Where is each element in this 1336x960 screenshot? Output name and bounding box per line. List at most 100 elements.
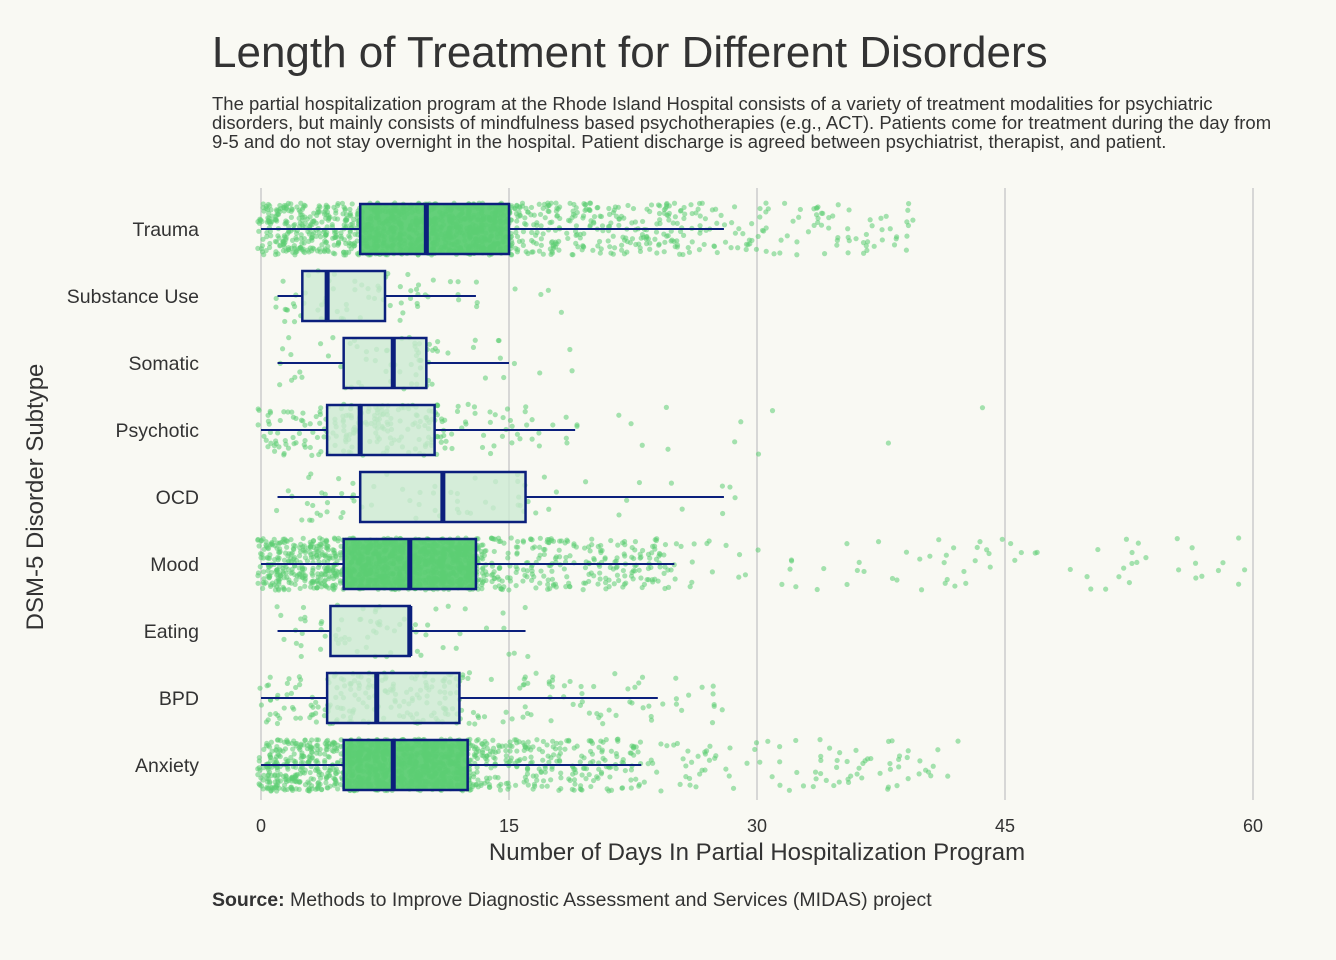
jitter-point: [520, 682, 526, 688]
jitter-point: [649, 577, 655, 583]
jitter-point: [763, 200, 769, 206]
jitter-point: [472, 721, 478, 727]
jitter-point: [793, 737, 799, 744]
jitter-point: [668, 567, 674, 573]
jitter-point: [277, 242, 283, 248]
jitter-point: [664, 743, 670, 749]
jitter-point: [574, 231, 580, 238]
jitter-point: [749, 237, 755, 244]
jitter-point: [398, 300, 404, 306]
jitter-point: [556, 538, 563, 544]
jitter-point: [282, 438, 288, 444]
jitter-point: [693, 210, 699, 216]
jitter-point: [300, 410, 306, 416]
jitter-point: [319, 219, 325, 225]
jitter-point: [567, 678, 573, 685]
jitter-point: [834, 764, 840, 770]
jitter-point: [506, 587, 512, 593]
jitter-point: [338, 230, 344, 236]
jitter-point: [598, 542, 604, 549]
jitter-point: [788, 558, 795, 564]
jitter-point: [654, 250, 660, 256]
jitter-point: [596, 744, 602, 750]
jitter-point: [558, 775, 564, 781]
jitter-point: [1012, 557, 1018, 563]
jitter-point: [541, 573, 547, 579]
jitter-point: [864, 247, 870, 254]
jitter-point: [305, 228, 311, 235]
jitter-point: [513, 229, 519, 236]
jitter-point: [845, 779, 852, 786]
jitter-point: [616, 412, 622, 418]
jitter-point: [630, 576, 636, 582]
jitter-point: [590, 247, 596, 253]
jitter-point: [539, 783, 545, 789]
jitter-point: [1129, 549, 1135, 556]
jitter-point: [613, 213, 620, 219]
jitter-point: [268, 207, 274, 213]
jitter-point: [740, 231, 746, 237]
jitter-point: [273, 747, 279, 753]
jitter-point: [779, 581, 785, 587]
jitter-point: [285, 559, 291, 565]
jitter-point: [481, 714, 488, 720]
jitter-point: [298, 236, 304, 242]
jitter-point: [293, 249, 299, 255]
jitter-point: [317, 420, 323, 426]
jitter-point: [639, 584, 645, 591]
jitter-point: [777, 759, 783, 765]
jitter-point: [731, 204, 738, 210]
jitter-point: [891, 242, 898, 248]
jitter-point: [697, 771, 703, 777]
jitter-point: [257, 685, 263, 691]
jitter-point: [547, 220, 553, 226]
jitter-point: [507, 739, 513, 745]
jitter-point: [645, 577, 652, 583]
jitter-point: [623, 580, 629, 586]
jitter-point: [318, 787, 325, 793]
jitter-point: [544, 742, 550, 748]
jitter-point: [887, 766, 893, 772]
jitter-point: [265, 217, 271, 224]
jitter-point: [612, 245, 618, 251]
jitter-point: [286, 676, 292, 682]
jitter-point: [336, 476, 342, 482]
jitter-point: [581, 765, 588, 771]
jitter-point: [331, 535, 338, 541]
jitter-point: [537, 211, 544, 218]
jitter-point: [293, 440, 299, 446]
jitter-point: [267, 228, 273, 234]
jitter-point: [821, 565, 827, 572]
jitter-point: [597, 250, 603, 256]
jitter-point: [290, 434, 296, 441]
jitter-point: [433, 606, 439, 612]
jitter-point: [300, 246, 306, 252]
jitter-point: [500, 414, 506, 421]
jitter-point: [327, 555, 333, 561]
jitter-point: [636, 479, 643, 486]
jitter-point: [580, 213, 587, 219]
jitter-point: [714, 220, 720, 226]
jitter-point: [571, 201, 577, 208]
jitter-point: [301, 543, 307, 549]
jitter-point: [266, 244, 273, 251]
jitter-point: [590, 777, 597, 784]
jitter-point: [263, 247, 269, 254]
jitter-point: [586, 710, 592, 716]
jitter-point: [423, 632, 429, 638]
jitter-point: [727, 484, 733, 490]
jitter-point: [541, 474, 547, 480]
jitter-point: [653, 229, 660, 235]
jitter-point: [260, 205, 266, 211]
jitter-point: [579, 772, 585, 778]
jitter-point: [545, 287, 551, 293]
jitter-point: [293, 684, 299, 691]
jitter-point: [315, 768, 321, 774]
jitter-point: [533, 670, 539, 676]
jitter-point: [338, 543, 344, 549]
jitter-point: [689, 559, 695, 565]
jitter-point: [537, 370, 543, 376]
jitter-point: [732, 439, 738, 445]
jitter-point: [673, 696, 679, 702]
jitter-point: [331, 547, 337, 553]
